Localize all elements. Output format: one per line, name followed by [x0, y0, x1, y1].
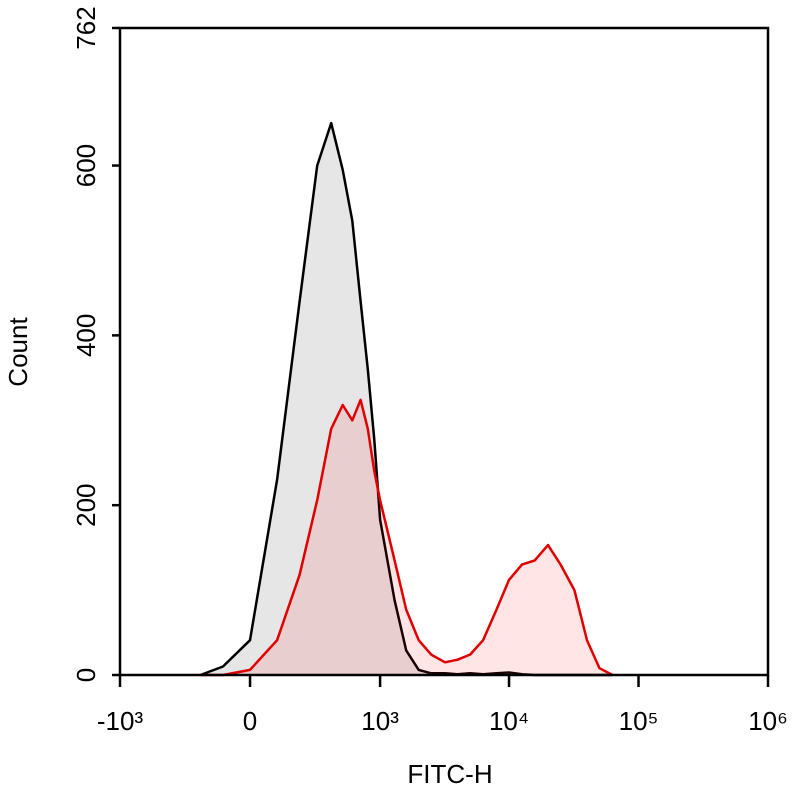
x-tick-label: 0 — [243, 706, 257, 736]
x-tick-label: 10⁵ — [619, 706, 659, 736]
y-tick-label: 200 — [71, 483, 101, 526]
area-fill — [200, 399, 613, 675]
y-tick-label: 762 — [71, 6, 101, 49]
y-axis-label: Count — [3, 317, 33, 387]
y-tick-label: 600 — [71, 144, 101, 187]
plot-frame — [118, 26, 770, 677]
x-tick-label: 10⁴ — [489, 706, 529, 736]
y-tick-label: 400 — [71, 314, 101, 357]
histogram-line — [200, 398, 614, 677]
x-axis-label: FITC-H — [407, 759, 492, 789]
area-fill — [200, 123, 613, 676]
y-tick-label: 0 — [71, 668, 101, 682]
x-tick-label: 10³ — [361, 706, 399, 736]
x-tick-label: 10⁶ — [748, 706, 788, 736]
x-tick-label: -10³ — [97, 706, 144, 736]
